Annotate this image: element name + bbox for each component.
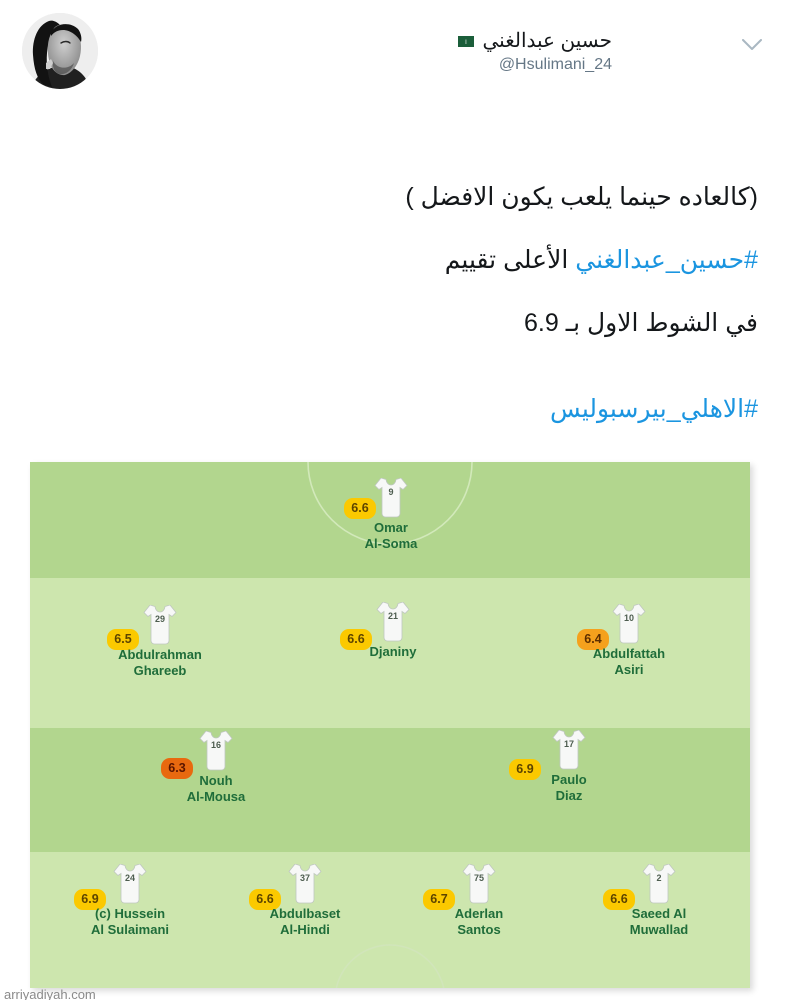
- svg-text:75: 75: [474, 873, 484, 883]
- svg-text:9: 9: [388, 487, 393, 497]
- svg-text:24: 24: [125, 873, 135, 883]
- svg-text:21: 21: [388, 611, 398, 621]
- svg-text:16: 16: [211, 740, 221, 750]
- svg-text:17: 17: [564, 739, 574, 749]
- svg-text:37: 37: [300, 873, 310, 883]
- svg-text:10: 10: [624, 613, 634, 623]
- svg-text:29: 29: [155, 614, 165, 624]
- svg-text:2: 2: [656, 873, 661, 883]
